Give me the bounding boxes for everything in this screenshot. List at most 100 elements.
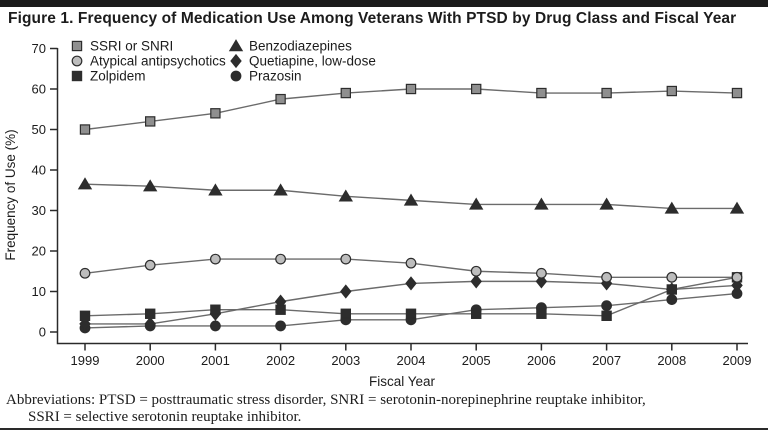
data-point-atypical-antipsychotics-2002 [275, 253, 287, 265]
legend-label: Benzodiazepines [249, 39, 352, 54]
data-point-atypical-antipsychotics-2007 [601, 271, 612, 283]
series-ssri-or-snri [79, 83, 743, 135]
y-tick-label: 70 [32, 41, 46, 56]
data-point-ssri-or-snri-2009 [731, 87, 743, 99]
data-point-ssri-or-snri-2001 [210, 108, 221, 119]
legend-label: Zolpidem [90, 69, 146, 84]
figure-title: Figure 1. Frequency of Medication Use Am… [8, 10, 737, 27]
data-point-benzodiazepines-2005 [469, 197, 484, 210]
legend-item-benzodiazepines: Benzodiazepines [228, 39, 352, 54]
data-point-prazosin-2001 [209, 320, 221, 332]
data-point-zolpidem-2008 [666, 284, 678, 295]
series-atypical-antipsychotics [79, 253, 743, 283]
legend-label: Atypical antipsychotics [90, 54, 226, 69]
y-tick-label: 10 [32, 284, 46, 299]
y-tick-label: 30 [32, 203, 46, 218]
x-tick-label: 2006 [527, 353, 556, 368]
data-point-atypical-antipsychotics-2006 [536, 267, 547, 279]
data-point-ssri-or-snri-2004 [405, 83, 417, 95]
legend-item-atypical-antipsychotics: Atypical antipsychotics [71, 54, 226, 69]
abbreviations-note: Abbreviations: PTSD = posttraumatic stre… [6, 392, 762, 426]
data-point-quetiapine-low-dose-2009 [731, 278, 743, 293]
data-point-ssri-or-snri-2007 [601, 87, 612, 99]
x-tick-label: 2000 [136, 353, 165, 368]
x-tick-label: 1999 [71, 353, 100, 368]
abbreviations-line-2: SSRI = selective serotonin reuptake inhi… [28, 409, 302, 425]
x-tick-label: 2007 [592, 353, 621, 368]
data-point-zolpidem-2007 [601, 310, 612, 322]
data-point-ssri-or-snri-1999 [79, 124, 91, 135]
y-tick-label: 60 [32, 82, 46, 97]
y-tick-label: 0 [39, 325, 46, 340]
data-point-ssri-or-snri-2008 [666, 85, 678, 97]
data-point-quetiapine-low-dose-2004 [405, 276, 417, 291]
legend-label: Quetiapine, low-dose [249, 54, 376, 69]
x-axis-title: Fiscal Year [369, 374, 436, 389]
data-point-benzodiazepines-2002 [273, 183, 288, 196]
y-tick-label: 50 [32, 122, 46, 137]
x-tick-label: 2004 [397, 353, 426, 368]
data-point-atypical-antipsychotics-2001 [209, 253, 221, 265]
data-point-ssri-or-snri-2000 [145, 116, 156, 127]
legend-item-prazosin: Prazosin [230, 69, 302, 84]
data-point-atypical-antipsychotics-2005 [470, 265, 482, 277]
top-rule [0, 0, 768, 7]
data-point-atypical-antipsychotics-2008 [666, 271, 678, 283]
data-point-prazosin-2007 [601, 300, 612, 312]
data-point-benzodiazepines-2000 [143, 179, 158, 192]
data-point-benzodiazepines-1999 [77, 177, 93, 190]
data-point-zolpidem-2000 [145, 308, 156, 319]
data-point-ssri-or-snri-2006 [536, 87, 547, 99]
data-point-atypical-antipsychotics-1999 [79, 267, 91, 279]
data-point-atypical-antipsychotics-2003 [340, 253, 352, 265]
x-tick-label: 2001 [201, 353, 230, 368]
tick-labels: 0 10 20 30 40 50 60 70 1999 2000 2001 2002 2003 2004 2… [32, 41, 752, 368]
data-point-zolpidem-2003 [340, 308, 352, 319]
data-point-quetiapine-low-dose-1999 [79, 316, 91, 331]
data-point-quetiapine-low-dose-2003 [340, 284, 352, 299]
legend-item-ssri-or-snri: SSRI or SNRI [71, 39, 173, 54]
data-point-zolpidem-1999 [79, 310, 91, 322]
data-point-atypical-antipsychotics-2009 [731, 271, 743, 283]
y-axis-title: Frequency of Use (%) [3, 129, 18, 260]
x-tick-label: 2003 [331, 353, 360, 368]
data-point-benzodiazepines-2009 [729, 201, 745, 214]
data-point-benzodiazepines-2008 [664, 201, 679, 214]
data-point-ssri-or-snri-2005 [471, 83, 482, 95]
x-tick-label: 2008 [657, 353, 686, 368]
abbreviations-line-1: Abbreviations: PTSD = posttraumatic stre… [6, 392, 646, 408]
legend-label: SSRI or SNRI [90, 39, 173, 54]
legend-item-quetiapine-low-dose: Quetiapine, low-dose [230, 54, 376, 69]
data-point-zolpidem-2005 [471, 308, 482, 319]
x-tick-label: 2002 [266, 353, 295, 368]
data-point-zolpidem-2004 [405, 308, 417, 319]
data-point-benzodiazepines-2004 [403, 193, 419, 206]
data-point-benzodiazepines-2003 [338, 189, 353, 202]
data-point-zolpidem-2006 [536, 308, 547, 319]
data-point-prazosin-2002 [275, 320, 287, 332]
data-point-ssri-or-snri-2003 [340, 87, 352, 99]
x-tick-label: 2005 [462, 353, 491, 368]
x-tick-label: 2009 [723, 353, 752, 368]
data-point-ssri-or-snri-2002 [275, 93, 286, 105]
data-point-benzodiazepines-2006 [534, 197, 549, 210]
legend-item-zolpidem: Zolpidem [71, 69, 146, 84]
bottom-rule [0, 428, 768, 430]
data-point-quetiapine-low-dose-2006 [535, 274, 548, 289]
data-point-benzodiazepines-2007 [599, 197, 614, 210]
medication-frequency-line-chart: 0 10 20 30 40 50 60 70 1999 2000 2001 2002 2003 2004 2… [3, 39, 752, 390]
series-benzodiazepines [77, 177, 745, 214]
data-point-atypical-antipsychotics-2000 [144, 259, 156, 271]
data-point-zolpidem-2002 [275, 304, 286, 315]
data-point-zolpidem-2001 [210, 304, 221, 315]
data-point-atypical-antipsychotics-2004 [405, 257, 417, 269]
data-point-quetiapine-low-dose-2005 [470, 274, 482, 289]
legend-label: Prazosin [249, 69, 302, 84]
y-tick-label: 40 [32, 163, 46, 178]
axes [50, 47, 748, 351]
y-tick-label: 20 [32, 244, 46, 259]
data-point-quetiapine-low-dose-2000 [144, 316, 156, 331]
data-point-benzodiazepines-2001 [208, 183, 223, 196]
